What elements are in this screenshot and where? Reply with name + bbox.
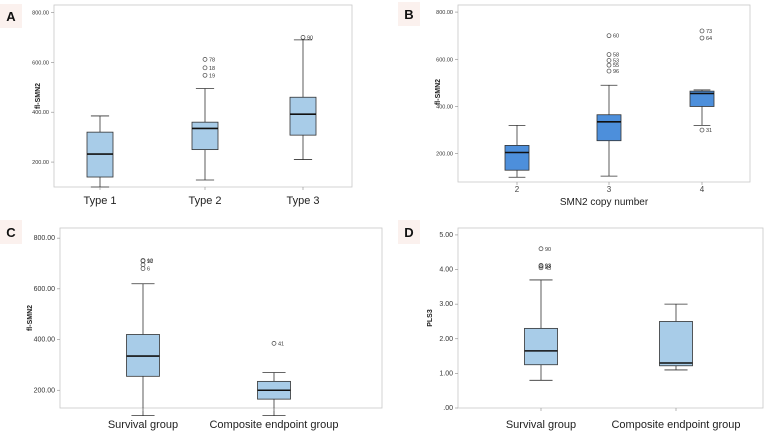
category-label: 3 (607, 185, 612, 194)
x-axis-label: SMN2 copy number (560, 197, 649, 208)
y-tick-label: 400.00 (32, 110, 49, 116)
outlier-point (202, 65, 208, 71)
outlier-point (606, 62, 612, 68)
outlier-point (538, 265, 544, 271)
outlier-label: 53 (613, 58, 619, 64)
y-axis-label: fl-SMN2 (35, 83, 42, 109)
plot-frame (457, 227, 764, 409)
category-label: Composite endpoint group (611, 419, 740, 431)
category-label: Composite endpoint group (209, 419, 338, 431)
plot-frame (53, 4, 353, 188)
y-tick-label: 400.00 (34, 337, 56, 344)
category-label: Type 1 (83, 195, 116, 207)
outlier-point (606, 58, 612, 63)
outlier-point (538, 246, 544, 252)
outlier-label: 73 (706, 29, 712, 35)
outlier-label: 78 (209, 57, 215, 63)
outlier-label: 31 (706, 128, 712, 134)
y-axis-label: PLS3 (427, 309, 434, 327)
y-tick-label: 4.00 (439, 267, 453, 274)
outlier-point (606, 33, 612, 39)
y-tick-label: 3.00 (439, 301, 453, 308)
panel-label-d: D (398, 220, 420, 244)
outlier-label: 6 (147, 267, 150, 273)
outlier-point (271, 341, 277, 346)
outlier-label: 55 (613, 63, 619, 69)
outlier-point (140, 258, 146, 263)
outlier-label: 93 (545, 263, 551, 269)
category-label: Survival group (506, 419, 576, 431)
outlier-point (202, 72, 208, 78)
chart-panel-a: 200.00 400.00 600.00 800.00 fl-SMN2 Type 1 191… (32, 4, 353, 207)
box-1 (191, 121, 219, 151)
y-tick-label: 800.00 (436, 10, 453, 16)
outlier-label: 96 (613, 69, 619, 75)
outlier-point (300, 35, 306, 40)
y-tick-label: .00 (443, 405, 453, 412)
box-2 (289, 96, 317, 136)
outlier-label: 43 (545, 266, 551, 272)
outlier-point (699, 127, 705, 133)
outlier-point (140, 262, 146, 268)
y-tick-label: 800.00 (32, 10, 49, 16)
y-axis-label: fl-SMN2 (435, 79, 442, 105)
outlier-label: 19 (209, 73, 215, 79)
category-label: Survival group (108, 419, 178, 431)
y-tick-label: 5.00 (439, 232, 453, 239)
outlier-point (140, 266, 146, 271)
y-tick-label: 800.00 (34, 235, 56, 242)
y-tick-label: 200.00 (436, 152, 453, 158)
outlier-label: 18 (209, 66, 215, 72)
y-tick-label: 1.00 (439, 370, 453, 377)
outlier-label: 60 (613, 34, 619, 40)
outlier-label: 58 (613, 53, 619, 59)
outlier-point (606, 68, 612, 74)
category-label: Type 2 (188, 195, 221, 207)
y-tick-label: 600.00 (32, 60, 49, 66)
y-axis-label: fl-SMN2 (27, 305, 34, 331)
y-tick-label: 200.00 (32, 160, 49, 166)
y-tick-label: 600.00 (436, 57, 453, 63)
panel-label-c: C (0, 220, 22, 244)
y-tick-label: 200.00 (34, 387, 56, 394)
outlier-point (606, 52, 612, 57)
chart-panel-b: 200.00 400.00 600.00 800.00 fl-SMN2 SMN2 copy… (435, 4, 751, 208)
outlier-label: 12 (147, 258, 153, 264)
outlier-label: 64 (706, 36, 712, 42)
box-2 (689, 90, 715, 107)
plot-frame (457, 4, 751, 183)
outlier-point (202, 57, 208, 62)
outlier-point (699, 28, 705, 34)
box-1 (659, 321, 693, 367)
box-1 (596, 114, 622, 142)
box-0 (524, 327, 558, 366)
y-tick-label: 2.00 (439, 336, 453, 343)
category-label: 2 (515, 185, 520, 194)
outlier-label: 90 (545, 247, 551, 253)
y-tick-label: 400.00 (436, 104, 453, 110)
box-0 (504, 145, 530, 171)
category-label: 4 (700, 185, 705, 194)
panel-label-a: A (0, 4, 22, 28)
outlier-label: 53 (545, 264, 551, 270)
plot-frame (59, 227, 383, 409)
outlier-point (538, 263, 544, 268)
outlier-label: 41 (278, 341, 284, 347)
y-tick-label: 600.00 (34, 286, 56, 293)
category-label: Type 3 (286, 195, 319, 207)
outlier-point (699, 35, 705, 41)
panel-label-b: B (398, 2, 420, 26)
outlier-label: 90 (147, 259, 153, 265)
outlier-label: 90 (307, 35, 313, 41)
